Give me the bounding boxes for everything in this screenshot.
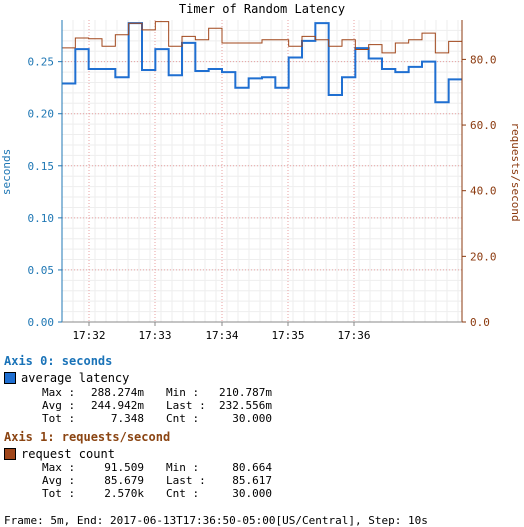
stat-label: Avg : [42,474,78,487]
stat-value: 85.679 [78,474,144,487]
right-tick-label: 80.0 [470,53,497,66]
stat-value: 210.787m [212,386,272,399]
requests-stats: Max :91.509 Min :80.664 Avg :85.679 Last :… [42,461,272,500]
stat-value: 2.570k [78,487,144,500]
stat-label: Last : [166,399,212,412]
stat-label: Avg : [42,399,78,412]
stat-label: Min : [166,386,212,399]
left-tick-label: 0.15 [28,160,55,173]
left-tick-label: 0.00 [28,316,55,329]
grid [62,20,462,322]
x-tick-label: 17:36 [337,329,370,342]
chart: 0.00 0.05 0.10 0.15 0.20 0.25 0.0 20.0 40.0 60.0 8… [0,0,524,350]
series-line-requests [62,22,462,53]
stat-label: Last : [166,474,212,487]
right-tick-label: 60.0 [470,119,497,132]
stat-label: Min : [166,461,212,474]
right-tick-label: 40.0 [470,185,497,198]
left-axis-label: seconds [0,149,13,195]
stat-label: Tot : [42,412,78,425]
axis0-title: Axis 0: seconds [4,354,112,368]
right-tick-label: 0.0 [470,316,490,329]
stat-label: Tot : [42,487,78,500]
x-tick-label: 17:35 [271,329,304,342]
stat-value: 30.000 [212,487,272,500]
x-tick-label: 17:33 [138,329,171,342]
latency-swatch [4,372,16,384]
right-tick-label: 20.0 [470,250,497,263]
left-tick-label: 0.20 [28,108,55,121]
stat-value: 85.617 [212,474,272,487]
legend-latency-name: average latency [21,371,129,385]
stat-value: 30.000 [212,412,272,425]
x-tick-label: 17:32 [72,329,105,342]
legend-requests: request count [4,447,115,461]
left-tick-label: 0.05 [28,264,55,277]
stat-value: 232.556m [212,399,272,412]
legend-latency: average latency [4,371,129,385]
axis1-title: Axis 1: requests/second [4,430,170,444]
legend-requests-name: request count [21,447,115,461]
requests-swatch [4,448,16,460]
stat-label: Max : [42,461,78,474]
stat-value: 7.348 [78,412,144,425]
stat-value: 91.509 [78,461,144,474]
latency-stats: Max :288.274m Min :210.787m Avg :244.942m… [42,386,272,425]
left-tick-label: 0.10 [28,212,55,225]
footer-info: Frame: 5m, End: 2017-06-13T17:36:50-05:0… [4,514,428,527]
stat-label: Cnt : [166,412,212,425]
stat-value: 288.274m [78,386,144,399]
stat-value: 80.664 [212,461,272,474]
x-tick-label: 17:34 [205,329,238,342]
stat-label: Max : [42,386,78,399]
right-axis-label: requests/second [509,122,522,221]
stat-value: 244.942m [78,399,144,412]
left-tick-label: 0.25 [28,56,55,69]
chart-title: Timer of Random Latency [179,2,345,16]
stat-label: Cnt : [166,487,212,500]
